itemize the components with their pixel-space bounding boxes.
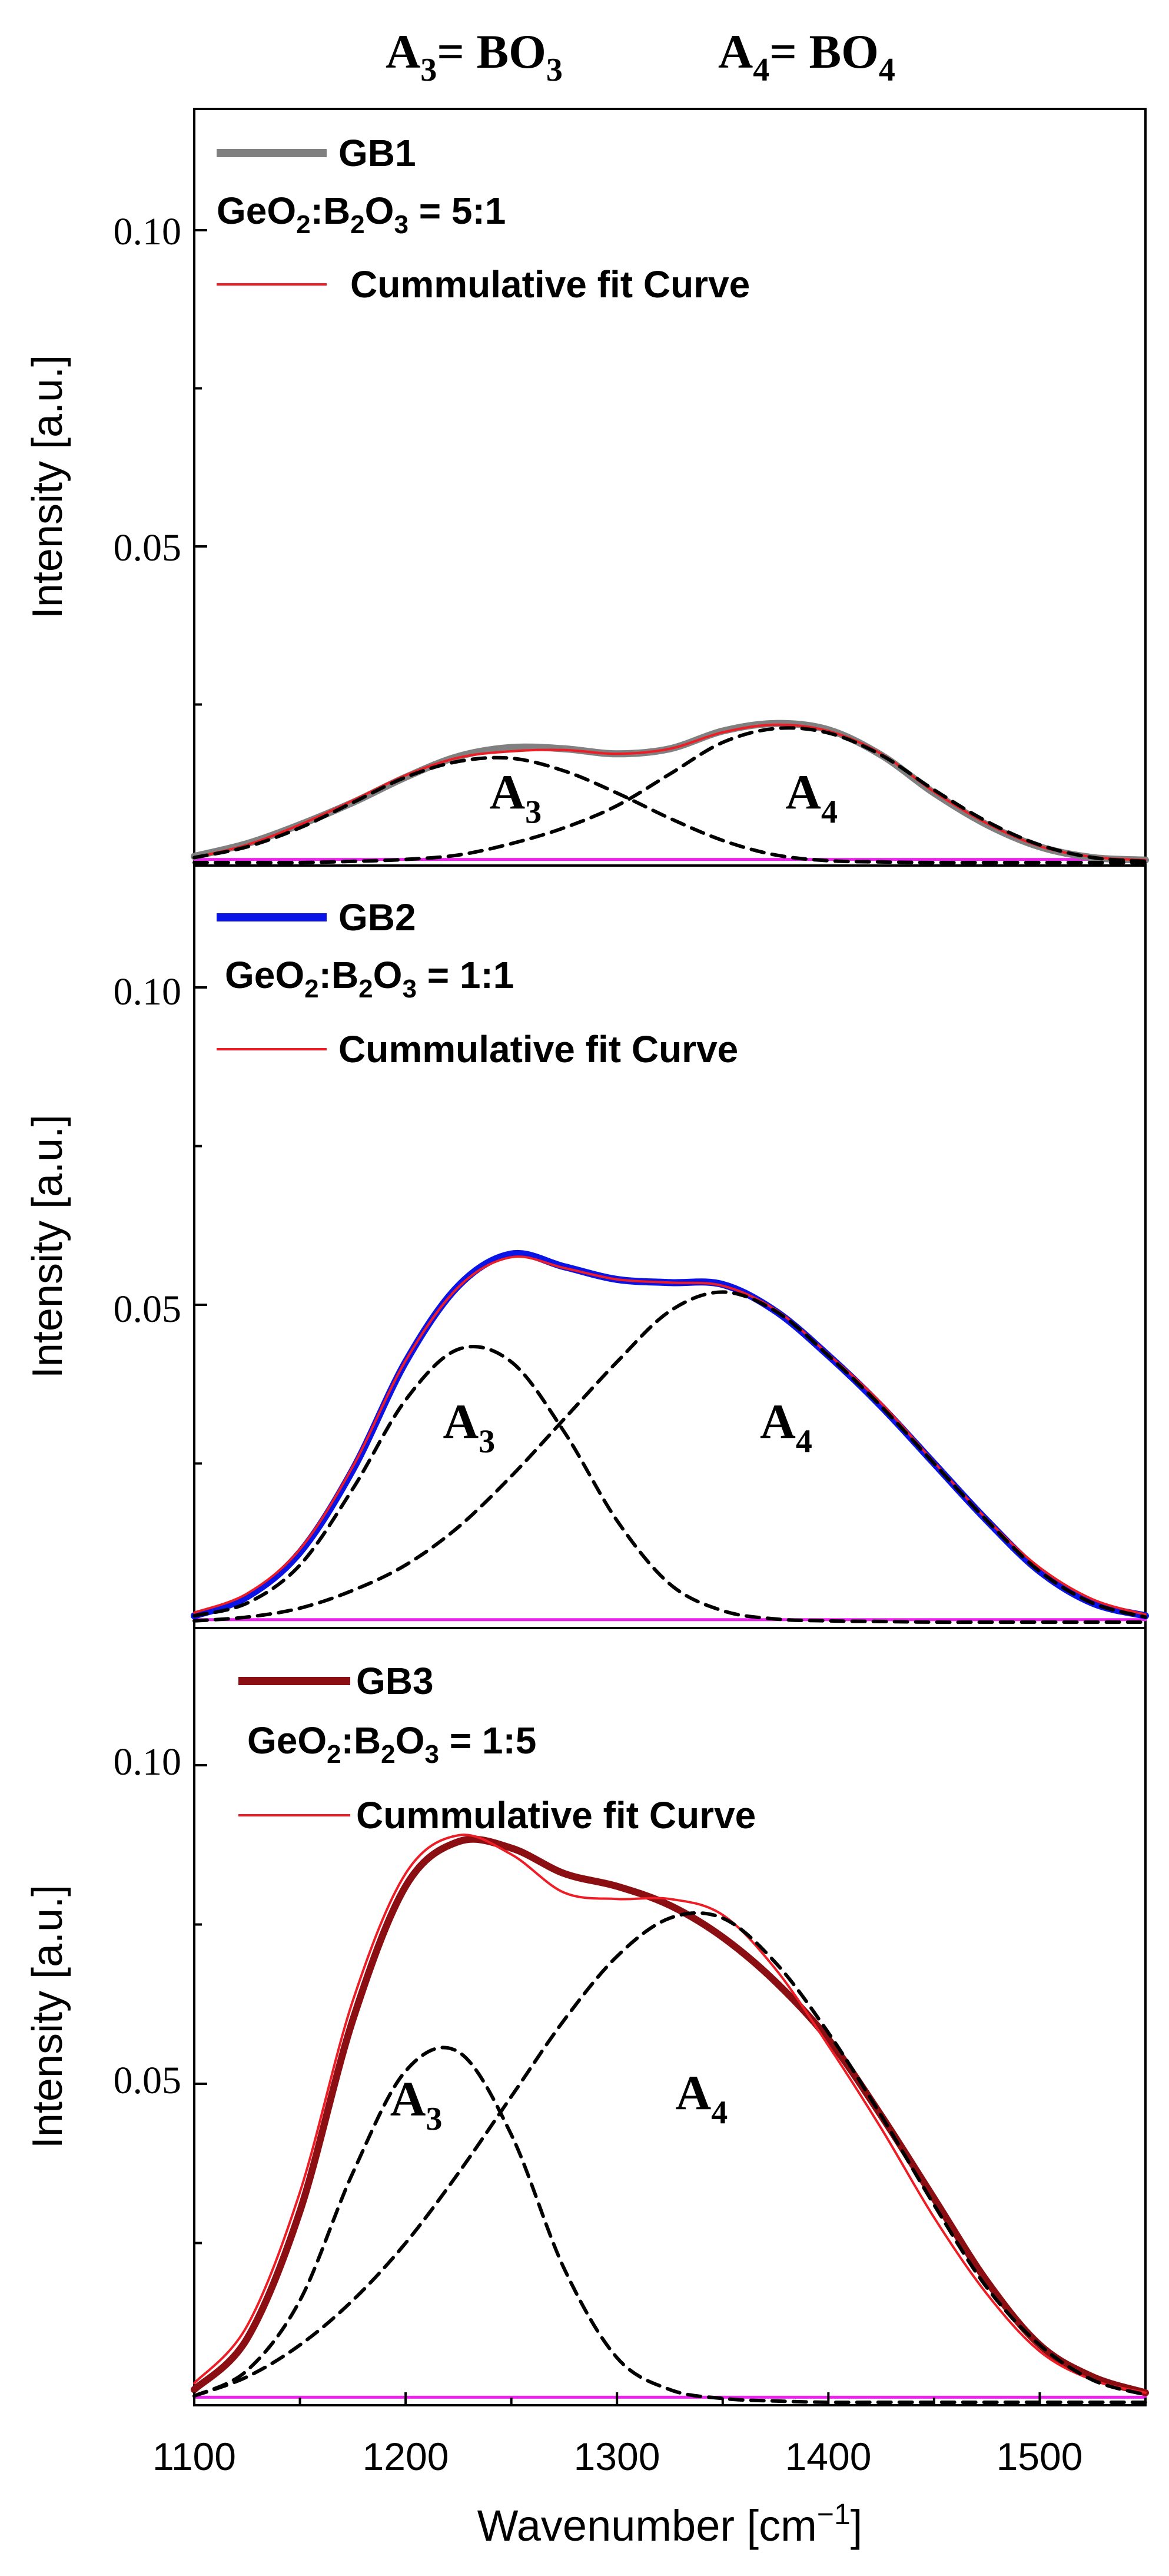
series-gb2-a4 [192, 1290, 1147, 1623]
y-tick-label-gb3-0.10: 0.10 [114, 1740, 182, 1783]
series-gb3-a3 [192, 2045, 1147, 2405]
y-tick-label-gb1-0.10: 0.10 [114, 210, 182, 253]
x-tick-label-1300: 1300 [574, 2435, 660, 2478]
legend-label-fit-gb1: Cummulative fit Curve [350, 263, 750, 306]
legend-ratio-gb3: GeO2:B2O3 = 1:5 [247, 1719, 536, 1769]
header-a4-bo4: A4= BO4 [718, 25, 895, 88]
legend-label-gb3: GB3 [356, 1660, 434, 1702]
legend-label-gb1: GB1 [338, 132, 416, 174]
header-a3-bo3: A3= BO3 [386, 25, 563, 88]
legend-label-gb2: GB2 [338, 896, 416, 939]
series-gb3-a4 [192, 1911, 1147, 2398]
legend-ratio-gb2: GeO2:B2O3 = 1:1 [225, 954, 514, 1003]
curves-gb2 [191, 1249, 1149, 1624]
y-tick-label-gb2-0.10: 0.10 [114, 970, 182, 1013]
legend-ratio-gb1: GeO2:B2O3 = 5:1 [217, 190, 506, 239]
legend-label-fit-gb3: Cummulative fit Curve [356, 1794, 756, 1836]
plot-frame-gb3 [193, 1627, 1147, 2406]
curves-gb1 [191, 720, 1149, 865]
x-axis-label: Wavenumber [cm−1] [477, 2498, 863, 2550]
y-tick-marks-gb1 [194, 229, 207, 706]
panel-gb1: Intensity [a.u.] 0.05 0.10 GB1 GeO2:B2O3… [24, 108, 1149, 867]
y-axis-label-gb3: Intensity [a.u.] [24, 1885, 71, 2149]
series-gb1-a4 [192, 726, 1147, 865]
x-tick-marks [193, 2392, 1147, 2405]
peak-label-a4-gb2: A4 [760, 1394, 812, 1460]
y-tick-label-gb1-0.05: 0.05 [114, 526, 182, 569]
series-gb3-gb3 [191, 1835, 1149, 2396]
peak-label-a3-gb3: A3 [390, 2072, 443, 2137]
y-tick-label-gb3-0.05: 0.05 [114, 2059, 182, 2102]
series-gb3-cummulative-fit-curve [193, 1834, 1147, 2394]
panel-gb2: Intensity [a.u.] 0.05 0.10 GB2 GeO2:B2O3… [24, 864, 1149, 1629]
x-tick-label-1500: 1500 [997, 2435, 1083, 2478]
y-tick-label-gb2-0.05: 0.05 [114, 1288, 182, 1331]
peak-label-a3-gb2: A3 [443, 1394, 496, 1460]
x-tick-label-1400: 1400 [785, 2435, 872, 2478]
panel-gb3: Intensity [a.u.] 0.05 0.10 GB3 GeO2:B2O3… [24, 1627, 1149, 2406]
x-tick-label-1100: 1100 [152, 2435, 236, 2478]
peak-label-a4-gb1: A4 [785, 765, 838, 831]
y-axis-label-gb2: Intensity [a.u.] [24, 1115, 71, 1378]
series-gb1-a3 [192, 755, 1147, 865]
y-tick-marks-gb3 [194, 1764, 207, 2245]
peak-label-a3-gb1: A3 [490, 765, 542, 831]
x-tick-label-1200: 1200 [363, 2435, 449, 2478]
y-axis-label-gb1: Intensity [a.u.] [24, 355, 71, 619]
series-gb2-a3 [192, 1344, 1147, 1624]
y-tick-marks-gb2 [194, 986, 207, 1465]
curves-gb3 [191, 1834, 1149, 2405]
legend-label-fit-gb2: Cummulative fit Curve [338, 1028, 738, 1070]
peak-label-a4-gb3: A4 [676, 2066, 728, 2131]
